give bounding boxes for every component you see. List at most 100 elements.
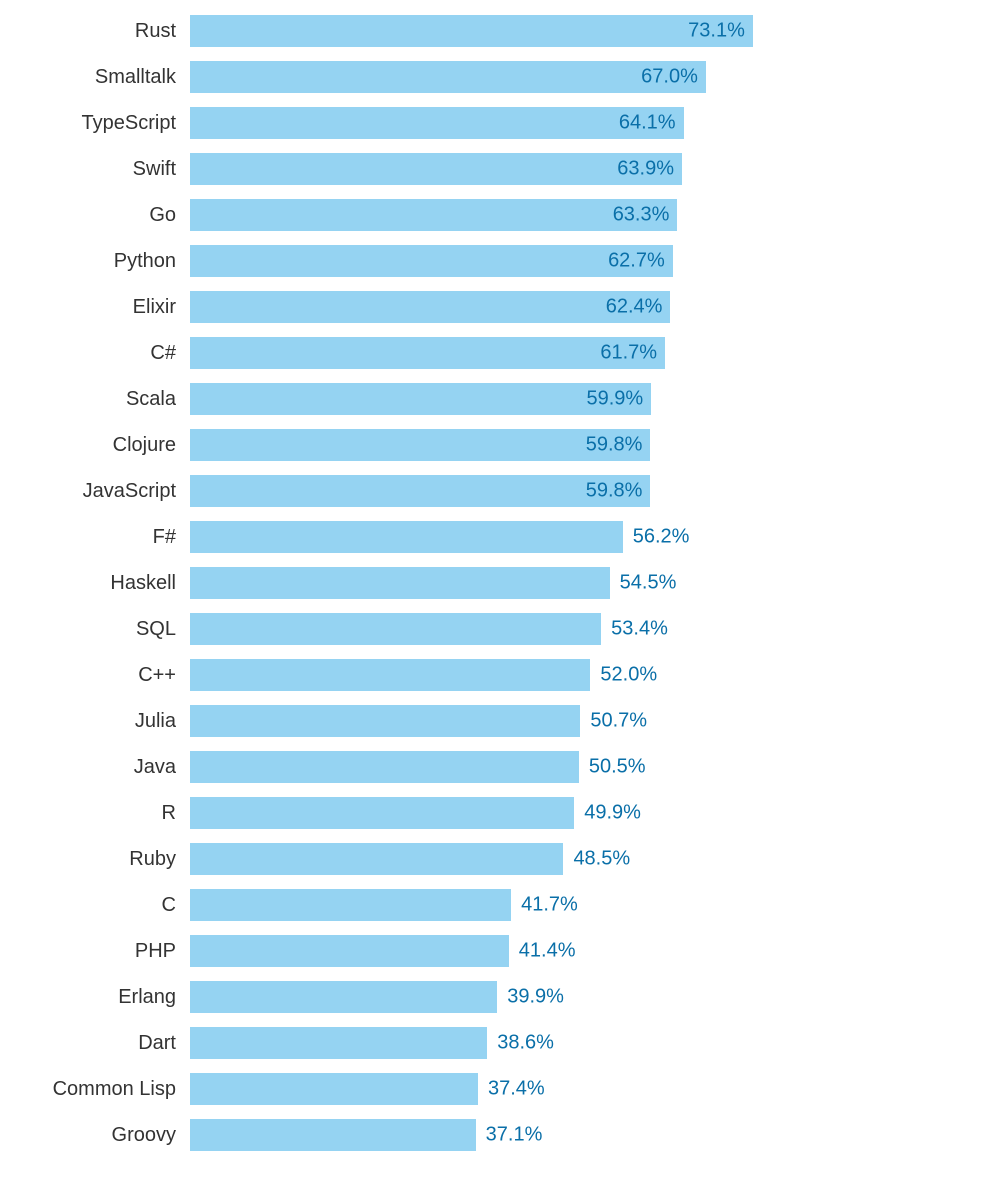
- chart-row: Julia50.7%: [0, 698, 982, 744]
- chart-row: Erlang39.9%: [0, 974, 982, 1020]
- bar-track: 50.5%: [190, 751, 960, 783]
- bar-value: 62.4%: [606, 296, 663, 319]
- bar-track: 49.9%: [190, 797, 960, 829]
- bar-track: 37.4%: [190, 1073, 960, 1105]
- bar-fill: 48.5%: [190, 843, 563, 875]
- bar-track: 62.4%: [190, 291, 960, 323]
- bar-track: 41.4%: [190, 935, 960, 967]
- bar-value: 63.9%: [617, 158, 674, 181]
- bar-value: 50.7%: [590, 710, 647, 733]
- chart-row: Python62.7%: [0, 238, 982, 284]
- row-label: Haskell: [0, 572, 190, 595]
- row-label: R: [0, 802, 190, 825]
- bar-track: 38.6%: [190, 1027, 960, 1059]
- chart-row: Groovy37.1%: [0, 1112, 982, 1158]
- bar-track: 59.8%: [190, 429, 960, 461]
- bar-track: 56.2%: [190, 521, 960, 553]
- row-label: Groovy: [0, 1124, 190, 1147]
- chart-row: Swift63.9%: [0, 146, 982, 192]
- chart-row: C41.7%: [0, 882, 982, 928]
- bar-fill: 50.7%: [190, 705, 580, 737]
- bar-fill: 64.1%: [190, 107, 684, 139]
- chart-row: Smalltalk67.0%: [0, 54, 982, 100]
- row-label: JavaScript: [0, 480, 190, 503]
- row-label: Elixir: [0, 296, 190, 319]
- row-label: Go: [0, 204, 190, 227]
- bar-fill: 41.4%: [190, 935, 509, 967]
- bar-value: 62.7%: [608, 250, 665, 273]
- row-label: F#: [0, 526, 190, 549]
- bar-track: 59.8%: [190, 475, 960, 507]
- bar-fill: 62.4%: [190, 291, 670, 323]
- bar-fill: 39.9%: [190, 981, 497, 1013]
- bar-track: 63.9%: [190, 153, 960, 185]
- bar-fill: 59.9%: [190, 383, 651, 415]
- row-label: PHP: [0, 940, 190, 963]
- row-label: SQL: [0, 618, 190, 641]
- row-label: TypeScript: [0, 112, 190, 135]
- bar-track: 73.1%: [190, 15, 960, 47]
- bar-fill: 63.3%: [190, 199, 677, 231]
- bar-fill: 56.2%: [190, 521, 623, 553]
- chart-row: Scala 59.9%: [0, 376, 982, 422]
- chart-row: Ruby48.5%: [0, 836, 982, 882]
- bar-fill: 59.8%: [190, 429, 650, 461]
- bar-value: 50.5%: [589, 756, 646, 779]
- chart-row: JavaScript 59.8%: [0, 468, 982, 514]
- chart-row: Haskell54.5%: [0, 560, 982, 606]
- chart-row: SQL 53.4%: [0, 606, 982, 652]
- bar-value: 38.6%: [497, 1032, 554, 1055]
- row-label: Common Lisp: [0, 1078, 190, 1101]
- bar-value: 53.4%: [611, 618, 668, 641]
- row-label: Ruby: [0, 848, 190, 871]
- bar-track: 48.5%: [190, 843, 960, 875]
- bar-fill: 54.5%: [190, 567, 610, 599]
- bar-value: 59.8%: [586, 480, 643, 503]
- bar-fill: 41.7%: [190, 889, 511, 921]
- row-label: Julia: [0, 710, 190, 733]
- chart-row: Go 63.3%: [0, 192, 982, 238]
- bar-track: 59.9%: [190, 383, 960, 415]
- bar-value: 61.7%: [600, 342, 657, 365]
- bar-value: 73.1%: [688, 20, 745, 43]
- chart-row: Clojure 59.8%: [0, 422, 982, 468]
- bar-value: 67.0%: [641, 66, 698, 89]
- chart-row: Common Lisp 37.4%: [0, 1066, 982, 1112]
- bar-value: 63.3%: [613, 204, 670, 227]
- row-label: Dart: [0, 1032, 190, 1055]
- bar-track: 50.7%: [190, 705, 960, 737]
- row-label: Scala: [0, 388, 190, 411]
- chart-row: Elixir 62.4%: [0, 284, 982, 330]
- row-label: Erlang: [0, 986, 190, 1009]
- chart-row: C#61.7%: [0, 330, 982, 376]
- bar-track: 54.5%: [190, 567, 960, 599]
- bar-fill: 59.8%: [190, 475, 650, 507]
- row-label: Clojure: [0, 434, 190, 457]
- bar-value: 39.9%: [507, 986, 564, 1009]
- bar-track: 41.7%: [190, 889, 960, 921]
- row-label: C++: [0, 664, 190, 687]
- bar-value: 48.5%: [573, 848, 630, 871]
- chart-row: F#56.2%: [0, 514, 982, 560]
- chart-row: R 49.9%: [0, 790, 982, 836]
- bar-fill: 63.9%: [190, 153, 682, 185]
- bar-fill: 37.1%: [190, 1119, 476, 1151]
- chart-row: Rust 73.1%: [0, 8, 982, 54]
- bar-value: 49.9%: [584, 802, 641, 825]
- bar-value: 59.8%: [586, 434, 643, 457]
- chart-row: TypeScript64.1%: [0, 100, 982, 146]
- row-label: Java: [0, 756, 190, 779]
- chart-row: Dart 38.6%: [0, 1020, 982, 1066]
- bar-fill: 73.1%: [190, 15, 753, 47]
- bar-value: 52.0%: [600, 664, 657, 687]
- row-label: Rust: [0, 20, 190, 43]
- bar-value: 59.9%: [587, 388, 644, 411]
- bar-value: 41.7%: [521, 894, 578, 917]
- bar-track: 52.0%: [190, 659, 960, 691]
- bar-track: 62.7%: [190, 245, 960, 277]
- bar-value: 37.1%: [486, 1124, 543, 1147]
- bar-value: 37.4%: [488, 1078, 545, 1101]
- bar-value: 41.4%: [519, 940, 576, 963]
- bar-fill: 67.0%: [190, 61, 706, 93]
- bar-track: 63.3%: [190, 199, 960, 231]
